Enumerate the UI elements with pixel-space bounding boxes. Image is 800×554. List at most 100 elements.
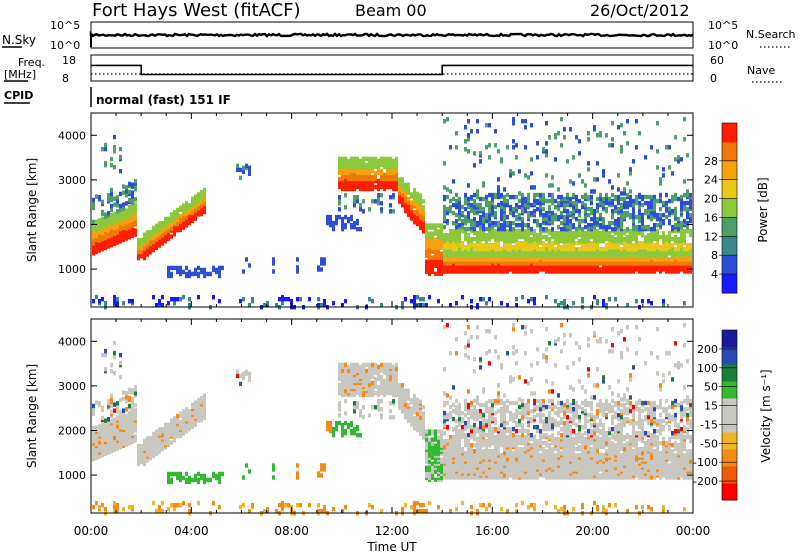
power-cell [524,222,527,228]
power-cell [623,236,626,242]
power-cell [428,231,431,236]
velocity-cell [194,400,197,405]
power-cell [497,226,500,232]
power-cell [515,251,518,256]
velocity-cell [167,428,170,433]
velocity-cell [176,475,179,481]
power-cell [638,224,641,230]
power-cell [677,243,680,248]
power-cell [530,263,533,268]
power-cell [113,202,116,207]
power-cell [593,177,596,182]
power-cell [479,228,482,234]
power-cell [572,181,575,186]
power-cell [491,208,494,214]
power-cell [584,230,587,236]
velocity-cell [104,449,107,455]
power-cell [506,214,509,220]
power-cell [194,200,197,205]
power-cell [353,199,356,204]
power-cell [497,177,500,182]
power-cell [485,145,488,150]
power-cell [686,243,689,248]
velocity-cell [194,406,197,411]
power-cell [473,243,476,248]
power-cell [524,196,527,202]
power-cell [620,230,623,236]
power-cell [452,240,455,246]
power-cell [176,296,179,302]
velocity-cell [188,508,191,514]
velocity-cell [104,433,107,439]
power-cell [617,228,620,234]
power-cell [668,247,671,252]
velocity-cell [296,471,299,476]
power-cell [500,226,503,232]
power-cell [617,220,620,226]
velocity-cell [281,500,284,506]
power-cell [578,212,581,218]
power-cell [467,149,470,154]
power-cell [437,241,440,246]
power-cell [590,245,593,250]
power-cell [446,187,449,192]
power-cell [389,168,392,174]
velocity-cell [110,409,113,415]
power-cell [119,224,122,230]
power-cell [167,234,170,240]
power-cell [662,173,665,178]
power-cell [143,232,146,237]
velocity-cell [368,413,371,418]
power-cell [365,174,368,180]
power-cell [377,170,380,176]
velocity-cell [389,401,392,406]
power-cell [632,230,635,236]
velocity-cell [380,382,383,388]
power-cell [518,222,521,228]
power-cell [92,219,95,225]
power-cell [557,230,560,236]
velocity-cell [368,366,371,372]
power-cell [572,300,575,306]
velocity-cell [392,364,395,370]
power-cell [545,153,548,158]
power-cell [158,221,161,226]
power-cell [626,261,629,266]
velocity-cell [389,409,392,414]
velocity-cell [272,475,275,480]
power-cell [515,194,518,200]
date-title: 26/Oct/2012 [590,1,690,20]
noise-tick-high-right: 10^5 [708,19,738,32]
power-cell [467,119,470,124]
velocity-cell [191,402,194,408]
power-cell [128,235,131,240]
power-cell [449,208,452,214]
power-cell [548,216,551,222]
power-cell [602,173,605,178]
power-cell [413,294,416,300]
power-cell [212,294,215,300]
power-cell [575,135,578,140]
velocity-cell [371,405,374,410]
power-cell [326,220,329,226]
power-cell [533,247,536,252]
velocity-cell [416,423,419,429]
power-cell [647,232,650,238]
power-cell [152,294,155,300]
power-cell [632,206,635,212]
velocity-cell [296,475,299,480]
power-cell [521,119,524,124]
power-cell [485,194,488,200]
power-cell [131,203,134,208]
power-cell [536,141,539,146]
power-cell [470,243,473,248]
velocity-cell [356,374,359,380]
velocity-cell [170,477,173,483]
velocity-cell [419,502,422,508]
power-cell [683,192,686,198]
velocity-cell [140,443,143,449]
power-cell [527,222,530,228]
power-cell [467,183,470,188]
power-cell [590,216,593,222]
power-cell [392,209,395,214]
